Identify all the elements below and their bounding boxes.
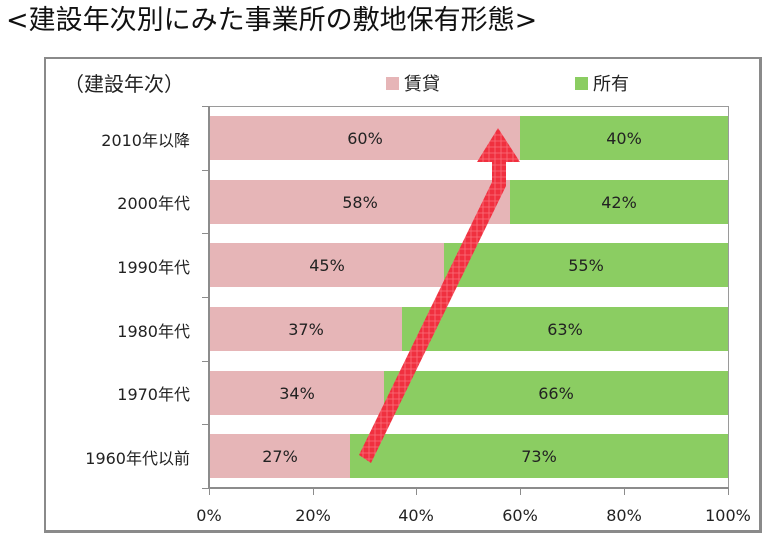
x-tick-label: 60% — [502, 506, 538, 525]
y-tick — [202, 297, 209, 298]
y-axis — [208, 106, 210, 489]
data-label: 55% — [568, 255, 604, 275]
y-category-label: 1970年代 — [117, 385, 190, 404]
bar-rent-2000: 58% — [210, 180, 510, 224]
y-category-label: 1980年代 — [117, 322, 190, 341]
x-tick-label: 80% — [606, 506, 642, 525]
legend-label-rent: 賃貸 — [404, 74, 440, 95]
data-label: 58% — [342, 192, 378, 212]
data-label: 60% — [347, 128, 383, 148]
legend-label-own: 所有 — [593, 74, 629, 95]
bar-rent-1960: 27% — [210, 434, 350, 478]
bar-own-1980: 63% — [402, 307, 728, 351]
legend-item-rent: 賃貸 — [386, 70, 440, 96]
data-label: 34% — [279, 383, 315, 403]
y-category-label: 1990年代 — [117, 258, 190, 277]
bar-rent-1990: 45% — [210, 243, 444, 287]
y-tick — [202, 233, 209, 234]
data-label: 73% — [521, 446, 557, 466]
x-tick — [728, 488, 729, 495]
data-label: 27% — [262, 446, 298, 466]
x-axis — [208, 487, 729, 489]
bar-own-2010: 40% — [520, 116, 728, 160]
y-tick — [202, 488, 209, 489]
y-tick — [202, 170, 209, 171]
y-category-label: 2000年代 — [117, 194, 190, 213]
x-tick — [209, 488, 210, 495]
data-label: 63% — [547, 319, 583, 339]
bar-own-1970: 66% — [384, 371, 728, 415]
x-tick-label: 20% — [295, 506, 331, 525]
bar-rent-1970: 34% — [210, 371, 384, 415]
legend-swatch-own — [575, 76, 588, 90]
y-tick — [202, 106, 209, 107]
y-tick — [202, 424, 209, 425]
plot-area — [209, 106, 729, 489]
x-tick — [416, 488, 417, 495]
bar-own-1960: 73% — [350, 434, 728, 478]
legend-swatch-rent — [386, 76, 399, 90]
x-tick — [313, 488, 314, 495]
data-label: 37% — [288, 319, 324, 339]
data-label: 45% — [309, 255, 345, 275]
data-label: 66% — [538, 383, 574, 403]
bar-rent-2010: 60% — [210, 116, 520, 160]
x-tick — [624, 488, 625, 495]
y-category-label: 1960年代以前 — [85, 449, 190, 468]
bar-rent-1980: 37% — [210, 307, 402, 351]
x-tick — [520, 488, 521, 495]
y-category-label: 2010年以降 — [101, 131, 190, 150]
data-label: 42% — [601, 192, 637, 212]
x-tick-label: 100% — [705, 506, 751, 525]
page-title: <建設年次別にみた事業所の敷地保有形態> — [6, 5, 538, 36]
data-label: 40% — [606, 128, 642, 148]
y-axis-title: （建設年次） — [64, 72, 184, 96]
bar-own-1990: 55% — [444, 243, 728, 287]
x-tick-label: 40% — [398, 506, 434, 525]
y-tick — [202, 361, 209, 362]
x-tick-label: 0% — [196, 506, 222, 525]
legend-item-own: 所有 — [575, 70, 629, 96]
bar-own-2000: 42% — [510, 180, 728, 224]
